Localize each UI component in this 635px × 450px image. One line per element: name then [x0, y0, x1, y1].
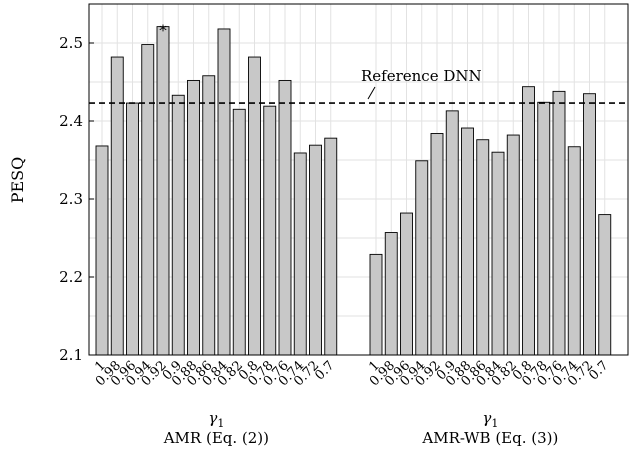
y-tick-label: 2.5: [59, 34, 83, 52]
bar: [445, 110, 459, 356]
bar: [506, 134, 520, 356]
bar: [384, 232, 398, 356]
bar: [95, 145, 109, 356]
bar: [552, 90, 566, 356]
group-label: AMR (Eq. (2)): [163, 429, 269, 447]
x-axis: 10.980.960.940.920.90.880.860.840.820.80…: [92, 358, 611, 447]
y-tick-label: 2.4: [59, 112, 83, 130]
bar: [141, 44, 155, 356]
bar: [324, 137, 338, 356]
bar: [461, 127, 474, 356]
y-tick-label: 2.3: [59, 190, 83, 208]
bar: [202, 75, 216, 356]
plot-frame: [88, 3, 629, 356]
y-axis-label: PESQ: [8, 157, 27, 204]
bar: [430, 133, 444, 356]
bar: [567, 146, 581, 356]
bar: [598, 214, 612, 356]
x-tick-label: 0.7: [586, 358, 611, 383]
bar: [110, 56, 124, 356]
y-tick-label: 2.2: [59, 268, 83, 286]
bar: [309, 144, 322, 356]
bar: [278, 79, 292, 356]
bar: [476, 139, 490, 356]
bar: [232, 108, 246, 356]
bars: [95, 26, 612, 356]
bar: [171, 94, 185, 356]
y-axis: 2.1 2.2 2.3 2.4 2.5: [59, 34, 94, 364]
bar: [537, 101, 551, 356]
group-label: AMR-WB (Eq. (3)): [421, 429, 558, 447]
bar: [217, 28, 231, 356]
x-tick-label: 0.7: [312, 358, 337, 383]
bar: [522, 86, 535, 356]
reference-pointer: [367, 86, 376, 100]
reference-line-group: Reference DNN *: [89, 22, 628, 104]
bar: [400, 212, 413, 356]
y-tick-label: 2.1: [59, 346, 83, 364]
bar: [415, 160, 429, 356]
bar: [583, 93, 596, 356]
reference-label: Reference DNN: [361, 67, 482, 85]
bar: [156, 26, 170, 356]
bar: [187, 79, 200, 356]
best-marker: *: [159, 22, 167, 40]
bar: [369, 253, 383, 356]
bar: [248, 56, 261, 356]
bar: [491, 151, 505, 356]
x-axis-label: γ1: [482, 409, 498, 430]
bar: [126, 102, 139, 356]
x-axis-label: γ1: [208, 409, 224, 430]
bar: [293, 152, 307, 356]
bar: [263, 105, 277, 356]
